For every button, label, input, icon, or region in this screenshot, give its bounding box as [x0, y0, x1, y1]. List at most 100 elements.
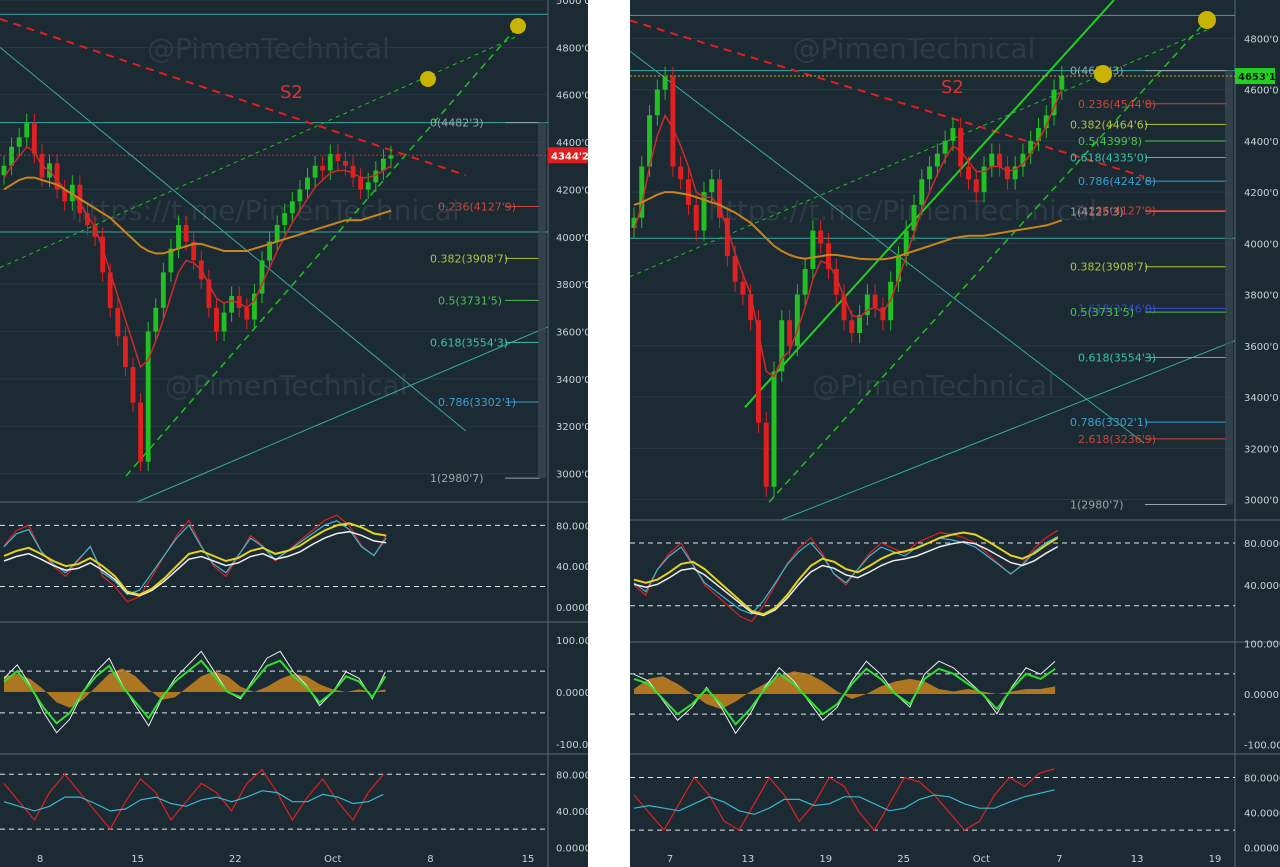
price-tick-label: 4000'0 [556, 233, 588, 244]
time-tick-label: Oct [324, 854, 341, 865]
oscillator-tick-label: 0.0000 [556, 843, 588, 854]
candle-body [214, 307, 219, 332]
oscillator-3-fast [633, 768, 1055, 832]
resistance-s2-line [0, 17, 467, 177]
fib-level-label: 0.618(3554'3) [430, 336, 508, 349]
candle-body [748, 294, 754, 321]
price-tick-label: 4200'0 [1244, 188, 1279, 199]
fib-level-label: 0.236(4127'9) [438, 201, 516, 214]
oscillator-2-white [3, 650, 386, 734]
candle-body [763, 422, 769, 487]
candle-body [221, 312, 227, 332]
fib-level-label: 0.236(4544'8) [1078, 98, 1156, 111]
fib-level-label: 0.618(4335'0) [1070, 152, 1148, 165]
oscillator-1-white [3, 530, 387, 597]
oscillator-3-slow [3, 790, 384, 812]
candle-body [274, 224, 280, 242]
candle-body [320, 165, 326, 171]
watermark-brand: @PimenTechnical [165, 369, 408, 402]
time-tick-label: 8 [427, 854, 433, 865]
oscillator-tick-label: 40.0000 [556, 807, 588, 818]
last-price-tag [1235, 68, 1275, 85]
candle-body [1020, 153, 1026, 167]
time-tick-label: 8 [37, 854, 43, 865]
candle-body [701, 192, 707, 231]
trendline-teal [781, 340, 1236, 521]
target-marker [1198, 11, 1216, 29]
oscillator-tick-label: 80.0000 [556, 521, 588, 532]
fib-level-label: 0.786(3302'1) [1070, 416, 1148, 429]
candle-body [942, 140, 948, 154]
candle-body [160, 272, 166, 308]
candle-body [168, 248, 174, 273]
candle-body [872, 294, 878, 308]
time-tick-label: 25 [897, 854, 910, 865]
candle-body [122, 336, 128, 368]
candle-body [779, 320, 785, 372]
candle-body [810, 230, 816, 269]
fib-level-label: 1.618(3746'0) [1078, 302, 1156, 315]
oscillator-tick-label: 80.0000 [1244, 539, 1280, 550]
oscillator-tick-label: 40.0000 [556, 562, 588, 573]
fib-level-label: 0.382(3908'7) [1070, 261, 1148, 274]
candle-body [965, 166, 971, 180]
candle-body [724, 217, 730, 257]
candle-body [903, 230, 909, 257]
candle-body [100, 236, 106, 273]
price-tick-label: 5000'0 [556, 0, 588, 7]
candle-body [145, 331, 151, 462]
time-tick-label: 7 [667, 854, 673, 865]
candle-body [297, 189, 303, 202]
moving-average-fast [3, 145, 392, 369]
time-tick-label: 13 [741, 854, 754, 865]
candle-body [1043, 115, 1049, 129]
moving-average-slow [3, 176, 392, 255]
candle-body [919, 179, 925, 205]
candle-body [244, 307, 250, 320]
candle-body [662, 76, 668, 90]
time-tick-label: 19 [1209, 854, 1222, 865]
oscillator-tick-label: 80.0000 [556, 770, 588, 781]
candle-body [787, 320, 793, 346]
candle-body [639, 166, 645, 218]
oscillator-tick-label: -100.0000 [1244, 740, 1280, 751]
time-tick-label: 22 [229, 854, 242, 865]
candle-body [709, 179, 715, 193]
candle-body [1004, 166, 1010, 180]
oscillator-tick-label: -100.0000 [556, 740, 588, 751]
candle-body [794, 294, 800, 346]
candle-body [259, 260, 265, 294]
oscillator-3-fast [3, 768, 384, 831]
price-tick-label: 3800'0 [556, 280, 588, 291]
price-tick-label: 4800'0 [1244, 34, 1279, 45]
candle-body [251, 293, 257, 320]
target-marker [510, 18, 526, 34]
candle-body [138, 402, 144, 462]
support-dashed-line [768, 19, 1208, 503]
annotation-s2: S2 [941, 77, 964, 98]
last-price-tag-label: 4344'2 [551, 151, 588, 162]
candle-body [997, 153, 1003, 167]
chart-svg-right[interactable]: @PimenTechnical @PimenTechnical https://t.… [630, 0, 1280, 867]
candle-body [85, 213, 90, 225]
candle-body [350, 165, 356, 178]
fib-level-label: 1(2980'7) [1070, 498, 1124, 511]
candle-body [358, 177, 364, 190]
candle-body [631, 217, 637, 228]
candle-body [895, 256, 901, 282]
fib-level-label: 0.236(4127'9) [1078, 205, 1156, 218]
candle-body [647, 115, 653, 167]
candle-body [973, 179, 979, 193]
watermark-brand: @PimenTechnical [793, 32, 1036, 65]
price-tick-label: 3600'0 [556, 328, 588, 339]
target-marker [1094, 65, 1112, 83]
candle-body [1051, 89, 1057, 116]
oscillator-1-fast [3, 514, 387, 603]
price-tick-label: 3400'0 [556, 375, 588, 386]
candle-body [1028, 140, 1034, 154]
candle-body [755, 320, 761, 423]
candle-body [1059, 76, 1065, 90]
candle-body [802, 268, 808, 295]
candle-body [62, 189, 68, 202]
chart-svg-left[interactable]: @PimenTechnical @PimenTechnical https://t.… [0, 0, 588, 867]
